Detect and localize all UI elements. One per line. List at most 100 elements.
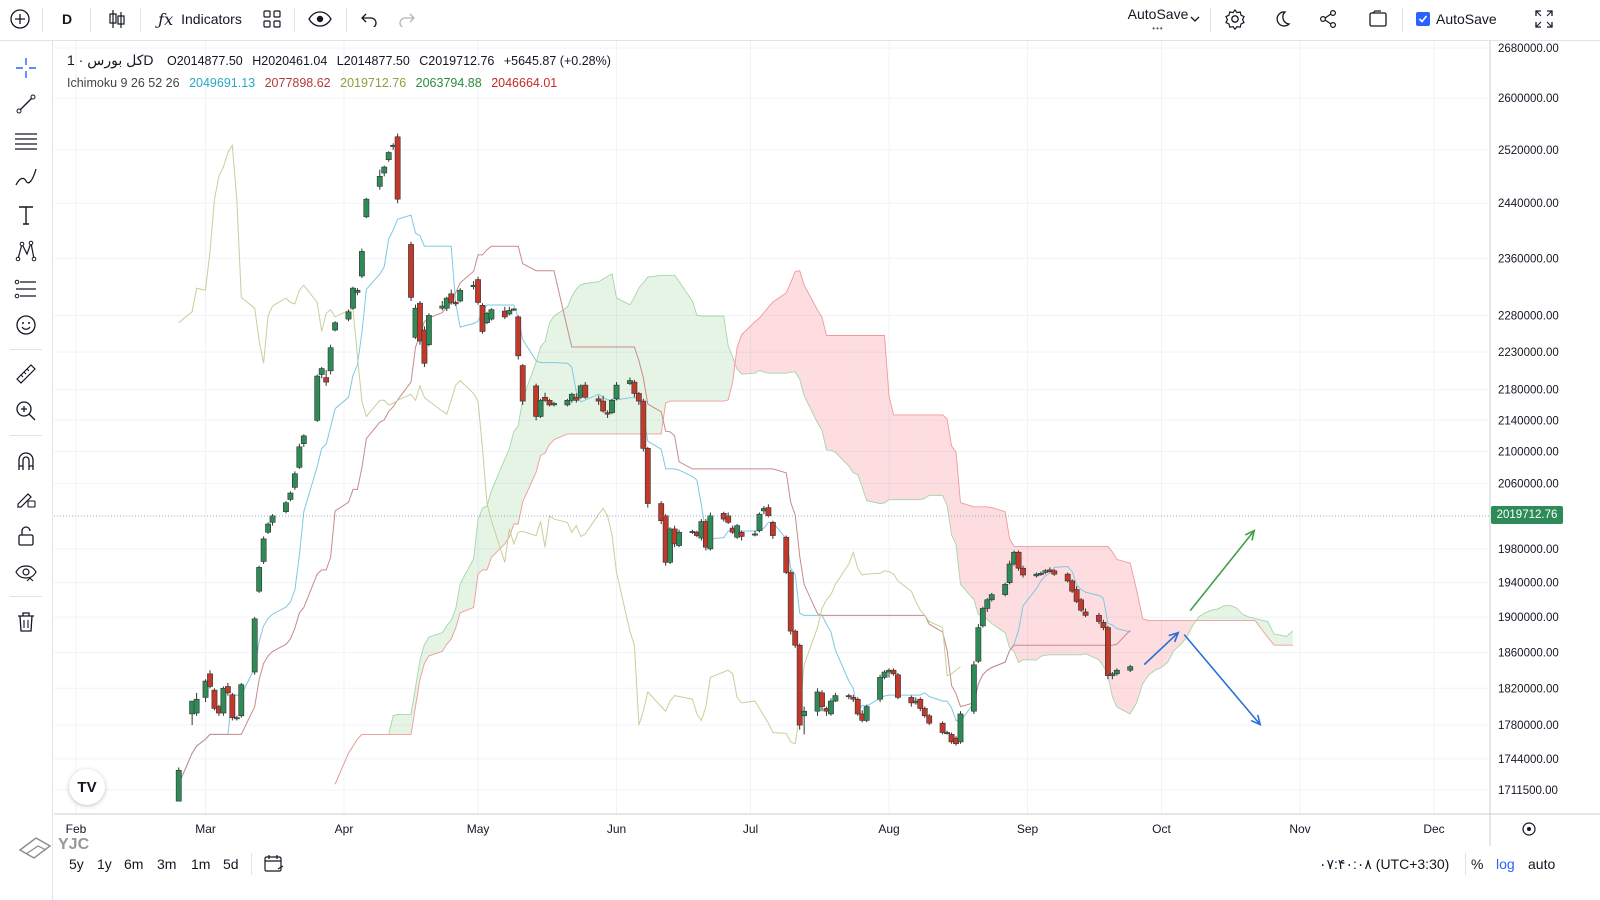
share-button[interactable]: [1316, 0, 1340, 38]
cloud-segment-bullish: [415, 660, 420, 707]
measure-tool[interactable]: [13, 361, 39, 387]
brush-tool[interactable]: [13, 165, 39, 191]
zoom-tool[interactable]: [13, 398, 39, 424]
candle-up: [756, 513, 763, 531]
candle-down: [908, 697, 915, 704]
candle-up: [381, 166, 388, 174]
cloud-segment-bullish: [647, 275, 662, 434]
cloud-segment-bearish: [1167, 620, 1174, 663]
theme-button[interactable]: [1270, 0, 1294, 38]
magnet-tool[interactable]: [13, 448, 39, 474]
cloud-segment-bullish: [420, 644, 425, 680]
percent-toggle[interactable]: %: [1471, 853, 1483, 875]
interval-button[interactable]: D: [61, 11, 73, 27]
cloud-segment-bearish: [1136, 589, 1143, 703]
visibility-button[interactable]: [306, 0, 334, 38]
candle-up: [801, 710, 808, 717]
legend-ichimoku-row[interactable]: Ichimoku 9 26 52 26 2049691.13 2077898.6…: [67, 76, 617, 98]
pattern-tool[interactable]: [13, 238, 39, 264]
candle-down: [573, 396, 580, 401]
candle-up: [488, 309, 495, 320]
auto-toggle[interactable]: auto: [1528, 853, 1555, 875]
settings-button[interactable]: [1222, 0, 1248, 38]
range-1y-label: 1y: [97, 856, 112, 872]
cloud-segment-bearish: [768, 302, 773, 374]
lock-tool[interactable]: [13, 523, 39, 549]
autosave-dropdown[interactable]: [1188, 0, 1202, 38]
fib-lines-icon: [15, 133, 37, 150]
cloud-segment-bearish: [817, 310, 822, 431]
autosave-toggle[interactable]: AutoSave: [1416, 0, 1508, 38]
cloud-segment-bearish: [951, 446, 956, 545]
candle-up: [376, 176, 383, 187]
price-tick-label: 1780000.00: [1498, 720, 1559, 732]
trendline-tool[interactable]: [13, 91, 39, 117]
timezone-button[interactable]: ۰۷:۴۰:۰۸ (UTC+3:30): [1319, 853, 1449, 875]
range-1y[interactable]: 1y: [97, 853, 112, 875]
autosave-menu[interactable]: AutoSave •••: [1112, 0, 1204, 38]
layouts-button[interactable]: [260, 0, 284, 38]
hide-tool[interactable]: [13, 560, 39, 586]
candle-down: [229, 694, 236, 718]
stay-drawing-tool[interactable]: [13, 485, 39, 511]
ichimoku-kijun-value: 2077898.62: [264, 76, 331, 90]
range-6m-label: 6m: [124, 856, 144, 872]
candle-down: [845, 695, 852, 698]
trash-icon: [18, 612, 34, 632]
text-tool[interactable]: [13, 202, 39, 228]
lock-icon: [18, 526, 34, 546]
chart-type-button[interactable]: [104, 0, 130, 38]
add-symbol-button[interactable]: [6, 0, 34, 38]
crosshair-tool[interactable]: [13, 55, 39, 81]
candle-up: [296, 446, 303, 468]
cloud-segment-bearish: [1085, 546, 1099, 660]
time-axis-settings-icon[interactable]: [1522, 822, 1536, 836]
snapshot-button[interactable]: [1366, 0, 1390, 38]
function-icon: ƒx: [158, 9, 174, 29]
range-1m[interactable]: 1m: [191, 853, 210, 875]
range-5d[interactable]: 5d: [223, 853, 239, 875]
candle-down: [475, 279, 481, 303]
undo-button[interactable]: [358, 0, 380, 38]
cloud-segment-bullish: [513, 425, 519, 524]
candle-down: [631, 381, 638, 394]
cloud-segment-bearish: [880, 335, 885, 504]
candle-down: [783, 536, 790, 573]
tradingview-logo[interactable]: TV: [69, 769, 105, 805]
cloud-segment-bearish: [1130, 563, 1137, 714]
pattern-icon: [15, 240, 37, 262]
log-toggle[interactable]: log: [1496, 853, 1515, 875]
candle-down: [408, 244, 414, 298]
blue-arrow-up: [1143, 632, 1179, 666]
prediction-tool[interactable]: [13, 276, 39, 302]
candle-down: [796, 644, 803, 726]
cloud-segment-bullish: [576, 284, 581, 434]
cloud-segment-bullish: [1224, 605, 1231, 621]
cloud-segment-bearish: [804, 284, 818, 423]
price-tick-label: 2680000.00: [1498, 43, 1559, 55]
icons-tool[interactable]: [13, 312, 39, 338]
cloud-segment-bearish: [862, 335, 867, 501]
candle-up: [979, 608, 986, 627]
range-3m[interactable]: 3m: [157, 853, 176, 875]
candle-up: [832, 695, 839, 702]
candle-up: [300, 435, 307, 444]
remove-tool[interactable]: [13, 609, 39, 635]
range-6m[interactable]: 6m: [124, 853, 143, 875]
goto-date-button[interactable]: [263, 853, 285, 875]
cloud-segment-bullish: [701, 316, 706, 402]
green-arrow-up-head: [1244, 529, 1256, 541]
redo-button[interactable]: [396, 0, 418, 38]
cloud-segment-bearish: [960, 502, 974, 600]
checkbox-icon[interactable]: [1416, 12, 1430, 26]
cloud-segment-bearish: [893, 414, 898, 500]
symbol-title[interactable]: کل بورس · 1D: [67, 52, 154, 68]
time-axis[interactable]: Feb Mar Apr May Jun Jul Aug Sep Oct Nov Dec: [66, 822, 1445, 836]
price-axis[interactable]: 2680000.00 2600000.00 2520000.00 2440000.00…: [1498, 43, 1559, 797]
cloud-segment-bearish: [924, 414, 930, 499]
fullscreen-button[interactable]: [1532, 0, 1556, 38]
indicators-button[interactable]: ƒx Indicators: [152, 0, 248, 38]
fib-tool[interactable]: [13, 128, 39, 154]
range-5y[interactable]: 5y: [69, 853, 84, 875]
